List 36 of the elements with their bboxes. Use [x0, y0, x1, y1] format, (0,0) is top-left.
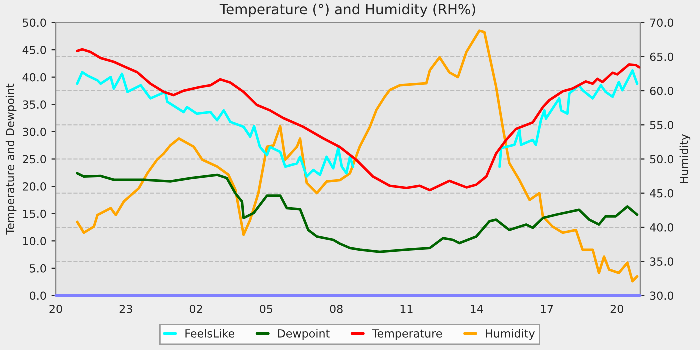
x-tick-label: 23 [120, 304, 132, 314]
chart-title: Temperature (°) and Humidity (RH%) [220, 4, 476, 18]
y-tick-label: 40.0 [22, 73, 46, 82]
y-tick-label: 35.0 [23, 100, 46, 110]
y-tick-label: 15.0 [23, 210, 46, 218]
legend-label: Dewpoint [278, 329, 330, 340]
x-tick-label: 14 [470, 305, 484, 314]
y2-tick-label: 70.0 [650, 18, 674, 28]
y2-tick-label: 50.0 [650, 155, 674, 164]
y2-tick-label: 45.0 [650, 189, 674, 198]
y2-tick-label: 40.0 [650, 223, 674, 232]
x-tick-label: 20 [610, 304, 624, 314]
y-tick-label: 10.0 [23, 237, 46, 246]
y2-axis-title: Humidity [680, 134, 691, 184]
legend-label: Humidity [486, 329, 536, 340]
y-tick-label: 20.0 [23, 182, 46, 191]
y-tick-label: 0.0 [30, 292, 46, 300]
y2-tick-label: 60.0 [650, 86, 674, 96]
x-tick-label: 20 [50, 304, 62, 314]
legend-label: FeelsLike [186, 329, 235, 338]
y-axis-title: Temperature and Dewpoint [6, 84, 17, 235]
x-tick-label: 02 [190, 304, 202, 314]
x-tick-label: 05 [260, 304, 273, 314]
y2-tick-label: 35.0 [650, 258, 674, 266]
y-tick-label: 5.0 [30, 264, 46, 273]
y2-tick-label: 55.0 [650, 121, 674, 130]
y-tick-label: 50.0 [23, 18, 46, 28]
x-tick-label: 11 [400, 305, 413, 314]
y2-tick-label: 30.0 [650, 292, 674, 300]
x-tick-label: 17 [541, 305, 554, 314]
y-tick-label: 25.0 [23, 155, 46, 164]
y-tick-label: 30.0 [23, 128, 46, 136]
legend-label: Temperature [372, 330, 442, 340]
x-tick-label: 08 [330, 304, 343, 314]
y2-tick-label: 65.0 [650, 52, 674, 62]
y-tick-label: 45.0 [22, 46, 46, 54]
